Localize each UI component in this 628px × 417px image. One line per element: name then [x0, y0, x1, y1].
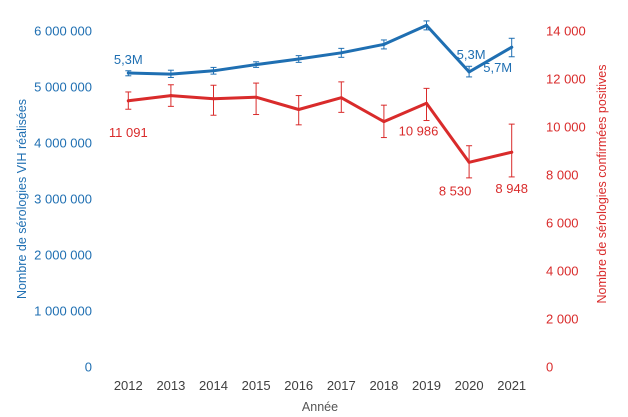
error-bar — [253, 82, 260, 116]
y-right-tick-label: 10 000 — [546, 120, 586, 135]
x-tick-label: 2013 — [156, 378, 185, 393]
data-point — [169, 72, 173, 76]
data-point — [126, 71, 130, 75]
x-tick-label: 2017 — [327, 378, 356, 393]
data-point — [467, 70, 471, 74]
left-axis-ticks: 0 1 000 000 2 000 000 3 000 000 4 000 000 5 0… — [34, 24, 92, 375]
y-left-tick-label: 3 000 000 — [34, 192, 92, 207]
data-label: 5,7M — [483, 60, 512, 75]
data-point — [126, 99, 130, 103]
y-left-tick-label: 1 000 000 — [34, 304, 92, 319]
y-left-tick-label: 4 000 000 — [34, 136, 92, 151]
y-axis-right-title: Nombre de sérologies confirmées positive… — [595, 65, 609, 304]
data-label: 8 948 — [495, 181, 528, 196]
y-left-tick-label: 5 000 000 — [34, 80, 92, 95]
data-point — [297, 107, 301, 111]
x-tick-label: 2019 — [412, 378, 441, 393]
data-point — [339, 51, 343, 55]
error-bar — [210, 84, 217, 116]
data-point — [425, 101, 428, 105]
data-point — [212, 69, 215, 73]
right-axis-ticks: 0 2 000 4 000 6 000 8 000 10 000 12 000 14 000 — [546, 24, 586, 375]
x-tick-label: 2021 — [497, 378, 526, 393]
data-point — [510, 150, 514, 154]
x-axis-title: Année — [302, 400, 338, 414]
data-point — [339, 96, 343, 100]
data-point — [467, 160, 471, 164]
y-right-tick-label: 0 — [546, 360, 553, 375]
data-point — [254, 63, 258, 67]
x-tick-label: 2015 — [242, 378, 271, 393]
data-point — [297, 57, 301, 61]
y-right-tick-label: 8 000 — [546, 168, 579, 183]
y-right-tick-label: 6 000 — [546, 216, 579, 231]
data-label: 10 986 — [399, 123, 439, 138]
y-right-tick-label: 14 000 — [546, 24, 586, 39]
series-confirmed-positive — [125, 81, 515, 179]
series-line — [126, 23, 514, 76]
y-left-tick-label: 2 000 000 — [34, 248, 92, 263]
x-tick-label: 2016 — [284, 378, 313, 393]
series-layer — [125, 20, 515, 179]
data-point — [510, 45, 514, 49]
y-right-tick-label: 2 000 — [546, 312, 579, 327]
data-label: 5,3M — [457, 47, 486, 62]
y-left-tick-label: 6 000 000 — [34, 24, 92, 39]
x-tick-label: 2014 — [199, 378, 228, 393]
error-bar — [508, 123, 515, 178]
data-point — [212, 97, 215, 101]
y-right-tick-label: 4 000 — [546, 264, 579, 279]
data-point — [382, 42, 386, 46]
x-axis-ticks: 2012 2013 2014 2015 2016 2017 2018 2019 2020 2021 — [114, 378, 526, 393]
y-axis-left-title: Nombre de sérologies VIH réalisées — [15, 99, 29, 299]
data-point — [425, 23, 428, 27]
series-hiv-tests — [125, 20, 515, 78]
y-left-tick-label: 0 — [85, 360, 92, 375]
data-label: 11 091 — [109, 125, 148, 140]
data-label: 8 530 — [439, 183, 472, 198]
data-point — [169, 94, 173, 98]
series-line — [126, 94, 514, 164]
x-tick-label: 2012 — [114, 378, 143, 393]
data-point — [382, 120, 386, 124]
y-right-tick-label: 12 000 — [546, 72, 586, 87]
data-point — [254, 95, 258, 99]
x-tick-label: 2018 — [369, 378, 398, 393]
data-label: 5,3M — [114, 52, 143, 67]
x-tick-label: 2020 — [455, 378, 484, 393]
